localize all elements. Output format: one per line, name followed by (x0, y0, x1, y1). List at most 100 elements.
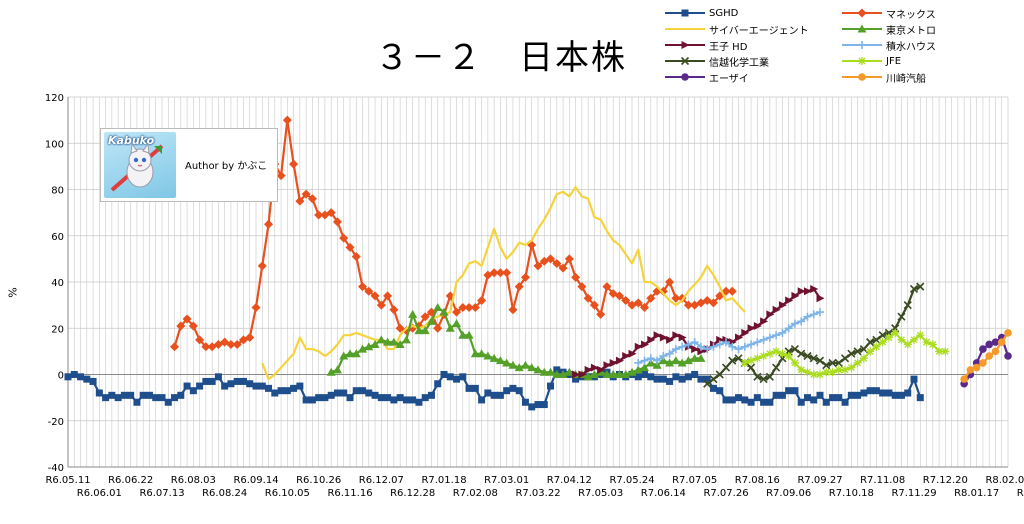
x-tick-label: R7.06.14 (641, 488, 686, 499)
data-point (202, 377, 210, 385)
data-point (515, 387, 523, 395)
data-point (321, 394, 329, 402)
data-point (478, 396, 486, 404)
data-point (653, 375, 661, 383)
data-point (389, 337, 399, 346)
data-point (979, 359, 987, 367)
data-point (652, 360, 662, 369)
legend-swatch (842, 8, 882, 18)
data-point (734, 345, 743, 354)
data-point (841, 365, 850, 374)
data-point (885, 389, 893, 397)
data-point (572, 370, 581, 379)
data-point (828, 358, 837, 368)
data-point (835, 394, 843, 402)
data-point (784, 352, 793, 360)
data-point (564, 367, 574, 376)
data-point (170, 342, 180, 352)
data-point (158, 394, 166, 402)
data-point (772, 331, 781, 340)
data-point (589, 370, 599, 378)
data-point (709, 342, 718, 351)
x-tick-label: R7.10.18 (829, 488, 874, 499)
data-point (891, 328, 900, 337)
data-point (640, 302, 650, 312)
data-point (760, 398, 768, 406)
legend-item: SGHD (665, 6, 738, 20)
legend-label: SGHD (709, 7, 739, 19)
data-point (614, 291, 624, 301)
data-point (728, 338, 737, 347)
data-point (785, 387, 793, 395)
x-tick-label: R7.04.12 (547, 475, 592, 486)
data-point (665, 349, 674, 358)
data-point (634, 342, 643, 351)
data-point (803, 287, 812, 296)
data-point (446, 373, 454, 381)
data-point (95, 389, 103, 397)
legend-swatch (665, 9, 705, 17)
data-point (791, 291, 800, 300)
x-tick-label: R6.08.03 (171, 475, 216, 486)
legend-swatch (665, 41, 705, 49)
data-point (214, 373, 222, 381)
data-point (495, 268, 505, 278)
data-point (308, 396, 316, 404)
data-point (841, 398, 849, 406)
data-point (426, 316, 436, 325)
data-point (470, 302, 480, 312)
data-point (747, 324, 756, 333)
x-tick-label: R6.05.11 (45, 475, 90, 486)
legend-swatch (842, 73, 882, 81)
data-point (703, 379, 712, 388)
data-point (477, 349, 487, 358)
data-point (803, 312, 812, 321)
data-point (421, 394, 429, 402)
data-point (433, 323, 443, 333)
data-point (528, 403, 536, 411)
data-point (641, 371, 649, 378)
data-point (797, 398, 805, 406)
data-point (966, 366, 975, 374)
data-point (83, 375, 91, 383)
data-point (633, 298, 643, 308)
data-point (778, 301, 787, 310)
data-point (728, 396, 736, 404)
data-point (671, 345, 680, 354)
data-point (464, 302, 474, 312)
data-point (152, 394, 160, 402)
data-point (891, 391, 899, 399)
data-point (333, 389, 341, 397)
data-point (590, 363, 599, 372)
data-point (489, 268, 499, 278)
data-point (997, 338, 1006, 346)
data-point (621, 296, 631, 305)
data-point (77, 373, 85, 381)
data-point (646, 354, 655, 363)
data-point (916, 282, 925, 291)
y-tick-label: 120 (45, 93, 64, 104)
data-point (496, 391, 504, 399)
data-point (265, 384, 273, 392)
data-point (803, 351, 812, 361)
data-point (108, 391, 116, 399)
data-point (346, 394, 354, 402)
data-point (872, 387, 880, 395)
data-point (766, 310, 775, 319)
data-point (258, 382, 266, 390)
x-tick-label: R6.12.28 (390, 488, 435, 499)
data-point (627, 367, 637, 376)
data-point (414, 326, 424, 335)
data-point (622, 352, 631, 360)
data-point (245, 333, 255, 342)
data-point (803, 368, 812, 377)
data-point (772, 347, 781, 356)
data-point (747, 363, 756, 372)
data-point (533, 261, 543, 271)
x-tick-label: R7.11.29 (891, 488, 936, 499)
data-point (734, 354, 743, 363)
data-point (583, 293, 593, 303)
data-point (452, 307, 462, 317)
data-point (182, 314, 192, 324)
